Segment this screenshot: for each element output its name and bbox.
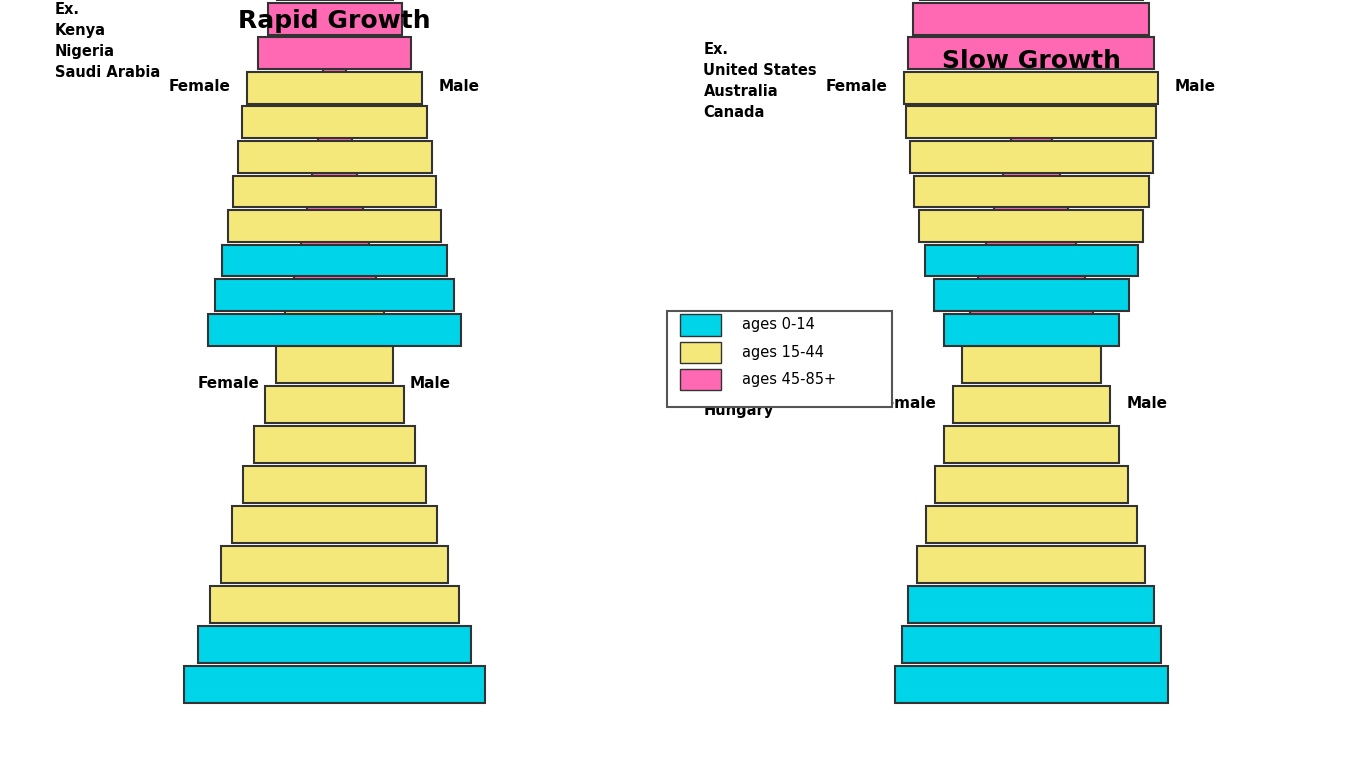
Bar xyxy=(914,176,1149,207)
Bar xyxy=(322,67,347,104)
Bar xyxy=(904,72,1158,104)
Bar xyxy=(910,141,1153,173)
Bar xyxy=(986,227,1076,263)
Bar xyxy=(258,38,411,69)
Bar xyxy=(208,314,462,346)
Text: ages 45-85+: ages 45-85+ xyxy=(742,372,836,387)
Bar xyxy=(908,586,1154,623)
Bar xyxy=(268,3,402,35)
Bar xyxy=(953,386,1109,423)
Bar xyxy=(944,314,1119,346)
Bar xyxy=(970,306,1093,343)
Bar xyxy=(317,107,352,144)
Bar xyxy=(307,187,363,223)
Bar xyxy=(232,176,437,207)
Bar xyxy=(926,506,1137,543)
Bar xyxy=(210,586,459,623)
Text: Male: Male xyxy=(438,79,479,94)
Text: Female: Female xyxy=(198,376,260,391)
Bar xyxy=(944,426,1119,463)
Text: Slow Growth: Slow Growth xyxy=(941,49,1121,73)
Bar xyxy=(216,280,455,311)
Bar xyxy=(667,311,892,407)
Bar xyxy=(934,280,1128,311)
Bar xyxy=(1011,107,1052,144)
Text: Male: Male xyxy=(1126,396,1168,411)
Bar xyxy=(1003,147,1060,184)
Bar xyxy=(198,626,471,663)
Bar xyxy=(925,245,1138,276)
Bar xyxy=(895,666,1168,703)
Bar xyxy=(919,210,1143,242)
Bar xyxy=(918,546,1146,583)
Bar xyxy=(311,147,357,184)
Text: ages 15-44: ages 15-44 xyxy=(742,345,824,359)
Text: Ex.
Kenya
Nigeria
Saudi Arabia: Ex. Kenya Nigeria Saudi Arabia xyxy=(55,2,160,81)
Bar xyxy=(680,342,721,363)
Bar xyxy=(221,546,448,583)
Bar xyxy=(254,426,415,463)
Bar xyxy=(247,72,422,104)
Bar xyxy=(301,227,369,263)
Bar xyxy=(184,666,485,703)
Bar xyxy=(232,506,437,543)
Bar xyxy=(994,187,1068,223)
Bar xyxy=(265,386,404,423)
Bar xyxy=(243,107,426,138)
Bar xyxy=(907,107,1156,138)
Text: Rapid Growth: Rapid Growth xyxy=(238,9,432,33)
Bar xyxy=(934,466,1128,503)
Bar xyxy=(221,245,448,276)
Bar xyxy=(962,346,1101,383)
Bar xyxy=(680,369,721,390)
Bar xyxy=(294,266,376,303)
Bar xyxy=(243,466,426,503)
Text: Female: Female xyxy=(169,79,231,94)
Bar xyxy=(908,38,1154,69)
Text: Female: Female xyxy=(826,79,888,94)
Bar xyxy=(680,314,721,336)
Bar xyxy=(978,266,1085,303)
Text: ages 0-14: ages 0-14 xyxy=(742,317,814,333)
Text: Ex.
United States
Australia
Canada: Ex. United States Australia Canada xyxy=(703,42,817,121)
Bar xyxy=(912,3,1149,35)
Text: Male: Male xyxy=(410,376,451,391)
Bar xyxy=(902,626,1161,663)
Text: Male: Male xyxy=(1175,79,1216,94)
Text: Female: Female xyxy=(874,396,937,411)
Bar xyxy=(285,306,384,343)
Bar xyxy=(276,346,393,383)
Text: Ex. Germany
Bulgaria
Hungary: Ex. Germany Bulgaria Hungary xyxy=(703,361,809,418)
Bar xyxy=(228,210,441,242)
Bar xyxy=(238,141,432,173)
